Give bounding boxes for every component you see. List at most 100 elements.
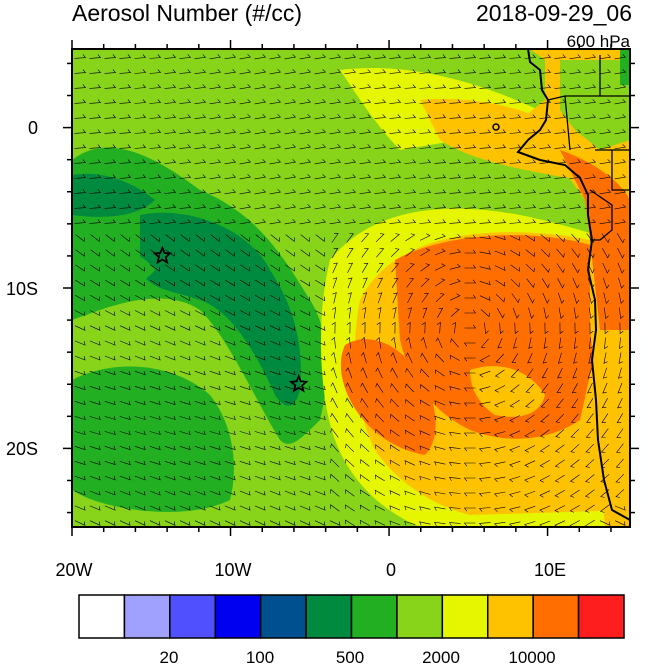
- wind-barb: [164, 445, 176, 451]
- wind-barb: [554, 84, 567, 89]
- wind-barb: [314, 174, 327, 180]
- wind-barb: [448, 522, 461, 527]
- wind-barb: [254, 340, 266, 346]
- wind-barb: [330, 397, 338, 408]
- wind-barb: [89, 445, 101, 451]
- wind-barb: [179, 114, 192, 119]
- wind-barb: [104, 415, 116, 421]
- wind-barb: [494, 144, 507, 149]
- wind-barb: [239, 475, 251, 481]
- wind-barb: [479, 204, 492, 209]
- wind-barb: [570, 413, 579, 423]
- wind-barb: [284, 219, 297, 225]
- wind-barb: [332, 292, 337, 304]
- wind-barb: [75, 264, 85, 272]
- wind-barb: [464, 309, 477, 314]
- wind-barb: [254, 174, 267, 180]
- wind-barb: [573, 292, 580, 304]
- colorbar-box: [305, 594, 353, 639]
- wind-barb: [134, 415, 146, 421]
- wind-barb: [314, 475, 326, 481]
- wind-barb: [104, 174, 117, 179]
- wind-barb: [539, 69, 552, 74]
- wind-barb: [509, 415, 521, 423]
- wind-barb: [134, 204, 147, 209]
- wind-barb: [119, 460, 131, 466]
- wind-barb: [331, 321, 336, 334]
- wind-barb: [614, 84, 627, 90]
- wind-barb: [509, 204, 522, 209]
- wind-barb: [314, 310, 326, 317]
- wind-barb: [89, 475, 101, 481]
- wind-barb: [360, 459, 370, 467]
- wind-barb: [134, 54, 147, 59]
- wind-barb: [479, 84, 492, 89]
- wind-barb: [269, 475, 281, 481]
- wind-barb: [524, 460, 536, 468]
- wind-barb: [539, 54, 552, 59]
- wind-barb: [299, 129, 312, 135]
- wind-barb: [554, 189, 567, 194]
- wind-barb: [119, 219, 132, 224]
- wind-barb: [389, 99, 402, 104]
- wind-barb: [284, 370, 296, 376]
- wind-barb: [164, 370, 176, 376]
- wind-barb: [464, 219, 477, 224]
- wind-barb: [269, 54, 282, 60]
- wind-barb: [584, 159, 597, 165]
- wind-barb: [119, 84, 132, 89]
- wind-barb: [404, 219, 417, 224]
- wind-barb: [74, 129, 87, 134]
- wind-barb: [194, 325, 206, 331]
- wind-barb: [555, 233, 565, 243]
- wind-barb: [449, 189, 462, 194]
- wind-barb: [224, 204, 237, 210]
- wind-barb: [299, 475, 311, 481]
- wind-barb: [134, 490, 146, 496]
- wind-barb: [299, 204, 312, 210]
- wind-barb: [269, 325, 281, 331]
- wind-barb: [539, 84, 552, 89]
- wind-barb: [285, 295, 296, 302]
- wind-barb: [284, 189, 297, 195]
- wind-barb: [179, 505, 191, 511]
- wind-barb: [435, 353, 445, 363]
- wind-barb: [314, 490, 326, 496]
- wind-barb: [479, 99, 492, 104]
- wind-barb: [524, 475, 536, 483]
- wind-barb: [600, 443, 609, 453]
- wind-barb: [270, 249, 280, 257]
- wind-barb: [434, 248, 446, 256]
- wind-barb: [509, 159, 522, 164]
- wind-barb: [374, 474, 385, 482]
- wind-barb: [374, 189, 387, 194]
- wind-barb: [541, 383, 549, 393]
- wind-barb: [74, 84, 87, 89]
- wind-barb: [179, 490, 191, 496]
- wind-barb: [405, 263, 415, 273]
- wind-barb: [584, 144, 597, 150]
- wind-barb: [224, 159, 237, 165]
- wind-barb: [599, 114, 612, 120]
- wind-barb: [210, 295, 221, 302]
- wind-barb: [362, 307, 367, 319]
- wind-barb: [104, 189, 117, 194]
- wind-barb: [554, 459, 565, 468]
- wind-barb: [614, 219, 627, 225]
- wind-barb: [239, 204, 252, 210]
- wind-barb: [524, 429, 535, 438]
- wind-barb: [404, 429, 415, 437]
- wind-barb: [346, 336, 351, 349]
- wind-barb: [389, 219, 402, 224]
- wind-barb: [209, 355, 221, 361]
- wind-barb: [599, 504, 610, 513]
- wind-barb: [89, 69, 102, 74]
- wind-barb: [299, 355, 311, 361]
- wind-barb: [524, 204, 537, 209]
- wind-barb: [570, 428, 580, 438]
- wind-barb: [194, 370, 206, 376]
- wind-barb: [224, 340, 236, 346]
- wind-barb: [150, 234, 160, 242]
- wind-barb: [149, 430, 161, 436]
- wind-barb: [74, 325, 86, 331]
